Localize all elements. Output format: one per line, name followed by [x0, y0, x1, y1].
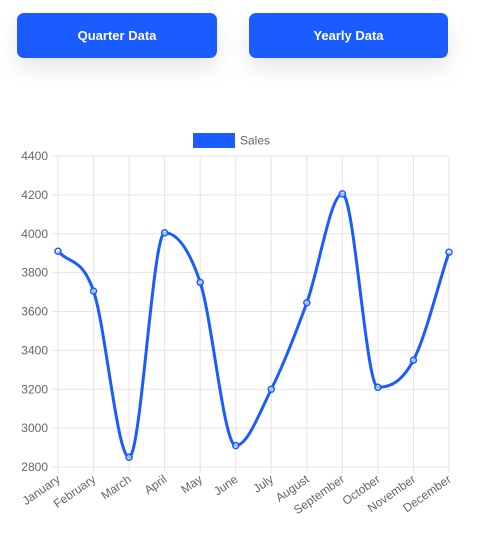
x-tick-label: May	[178, 472, 205, 496]
y-tick-label: 4400	[21, 149, 48, 163]
data-point-july[interactable]	[267, 385, 276, 393]
y-tick-label: 3400	[21, 343, 48, 357]
data-point-september[interactable]	[338, 190, 347, 198]
series-sales	[54, 190, 453, 462]
y-tick-label: 3800	[21, 266, 48, 280]
legend-swatch-sales[interactable]	[193, 133, 235, 148]
y-tick-label: 4000	[21, 227, 48, 241]
chart-legend[interactable]: Sales	[193, 133, 270, 148]
data-point-november[interactable]	[409, 356, 418, 364]
x-tick-label: July	[250, 472, 276, 496]
x-tick-label: March	[98, 472, 133, 503]
data-point-december[interactable]	[445, 248, 453, 256]
grid-lines	[52, 155, 450, 473]
x-tick-label: April	[142, 472, 170, 497]
y-tick-label: 3600	[21, 305, 48, 319]
data-point-april[interactable]	[160, 229, 169, 237]
axis-labels: 280030003200340036003800400042004400Janu…	[20, 149, 454, 517]
data-point-october[interactable]	[374, 383, 382, 392]
y-tick-label: 2800	[21, 460, 48, 474]
data-point-march[interactable]	[125, 453, 133, 462]
quarter-data-button[interactable]: Quarter Data	[17, 13, 217, 58]
yearly-data-button[interactable]: Yearly Data	[249, 13, 448, 58]
sales-line-chart: 280030003200340036003800400042004400Janu…	[20, 133, 454, 517]
legend-label-sales[interactable]: Sales	[240, 134, 270, 148]
data-point-june[interactable]	[231, 441, 240, 450]
data-point-february[interactable]	[89, 287, 98, 295]
y-tick-label: 3000	[21, 421, 48, 435]
y-tick-label: 4200	[21, 188, 48, 202]
data-point-january[interactable]	[54, 247, 62, 255]
data-point-august[interactable]	[303, 299, 311, 307]
data-point-may[interactable]	[196, 278, 204, 287]
y-tick-label: 3200	[21, 382, 48, 396]
x-tick-label: June	[211, 472, 241, 499]
